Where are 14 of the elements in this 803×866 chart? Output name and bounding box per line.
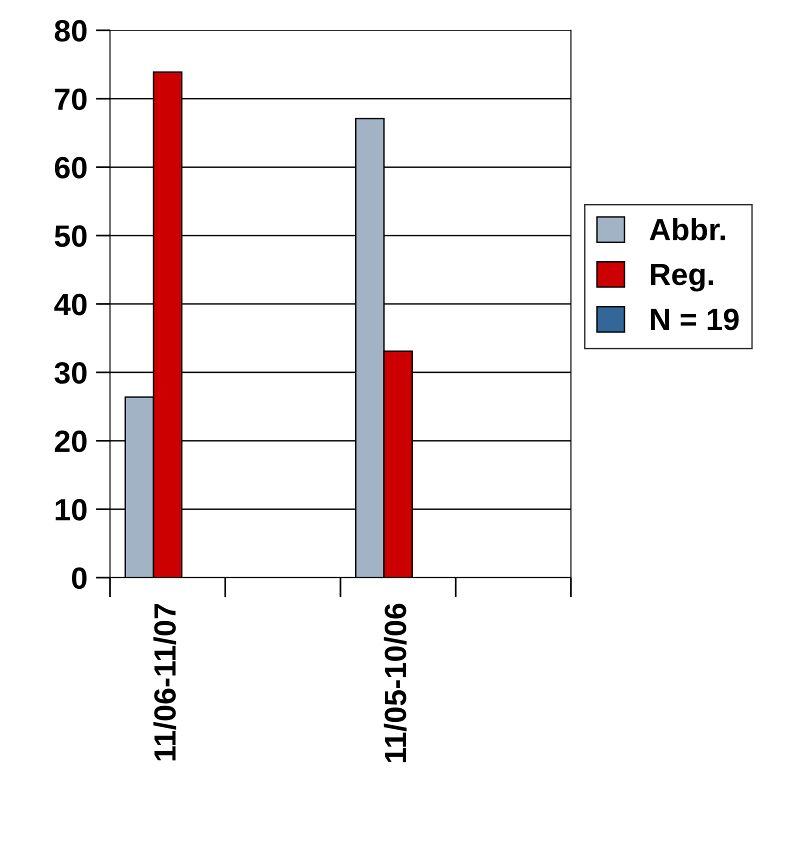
x-tick-label: 11/06-11/07 (153, 604, 176, 760)
legend-label: Abbr. (650, 218, 725, 240)
x-tick-label: 11/05-10/06 (384, 604, 407, 762)
y-tick-label: 20 (54, 430, 87, 452)
y-tick-label: 60 (54, 156, 87, 179)
y-tick-label: 0 (72, 567, 87, 589)
y-tick-label: 30 (54, 362, 87, 384)
y-tick-label: 50 (54, 225, 87, 247)
y-tick-label: 70 (55, 88, 87, 110)
y-tick-label: 40 (54, 294, 87, 316)
y-tick-label: 80 (54, 20, 87, 42)
legend-label: Reg. (650, 264, 714, 292)
y-tick-label: 10 (56, 498, 87, 521)
legend-label: N = 19 (650, 308, 739, 330)
